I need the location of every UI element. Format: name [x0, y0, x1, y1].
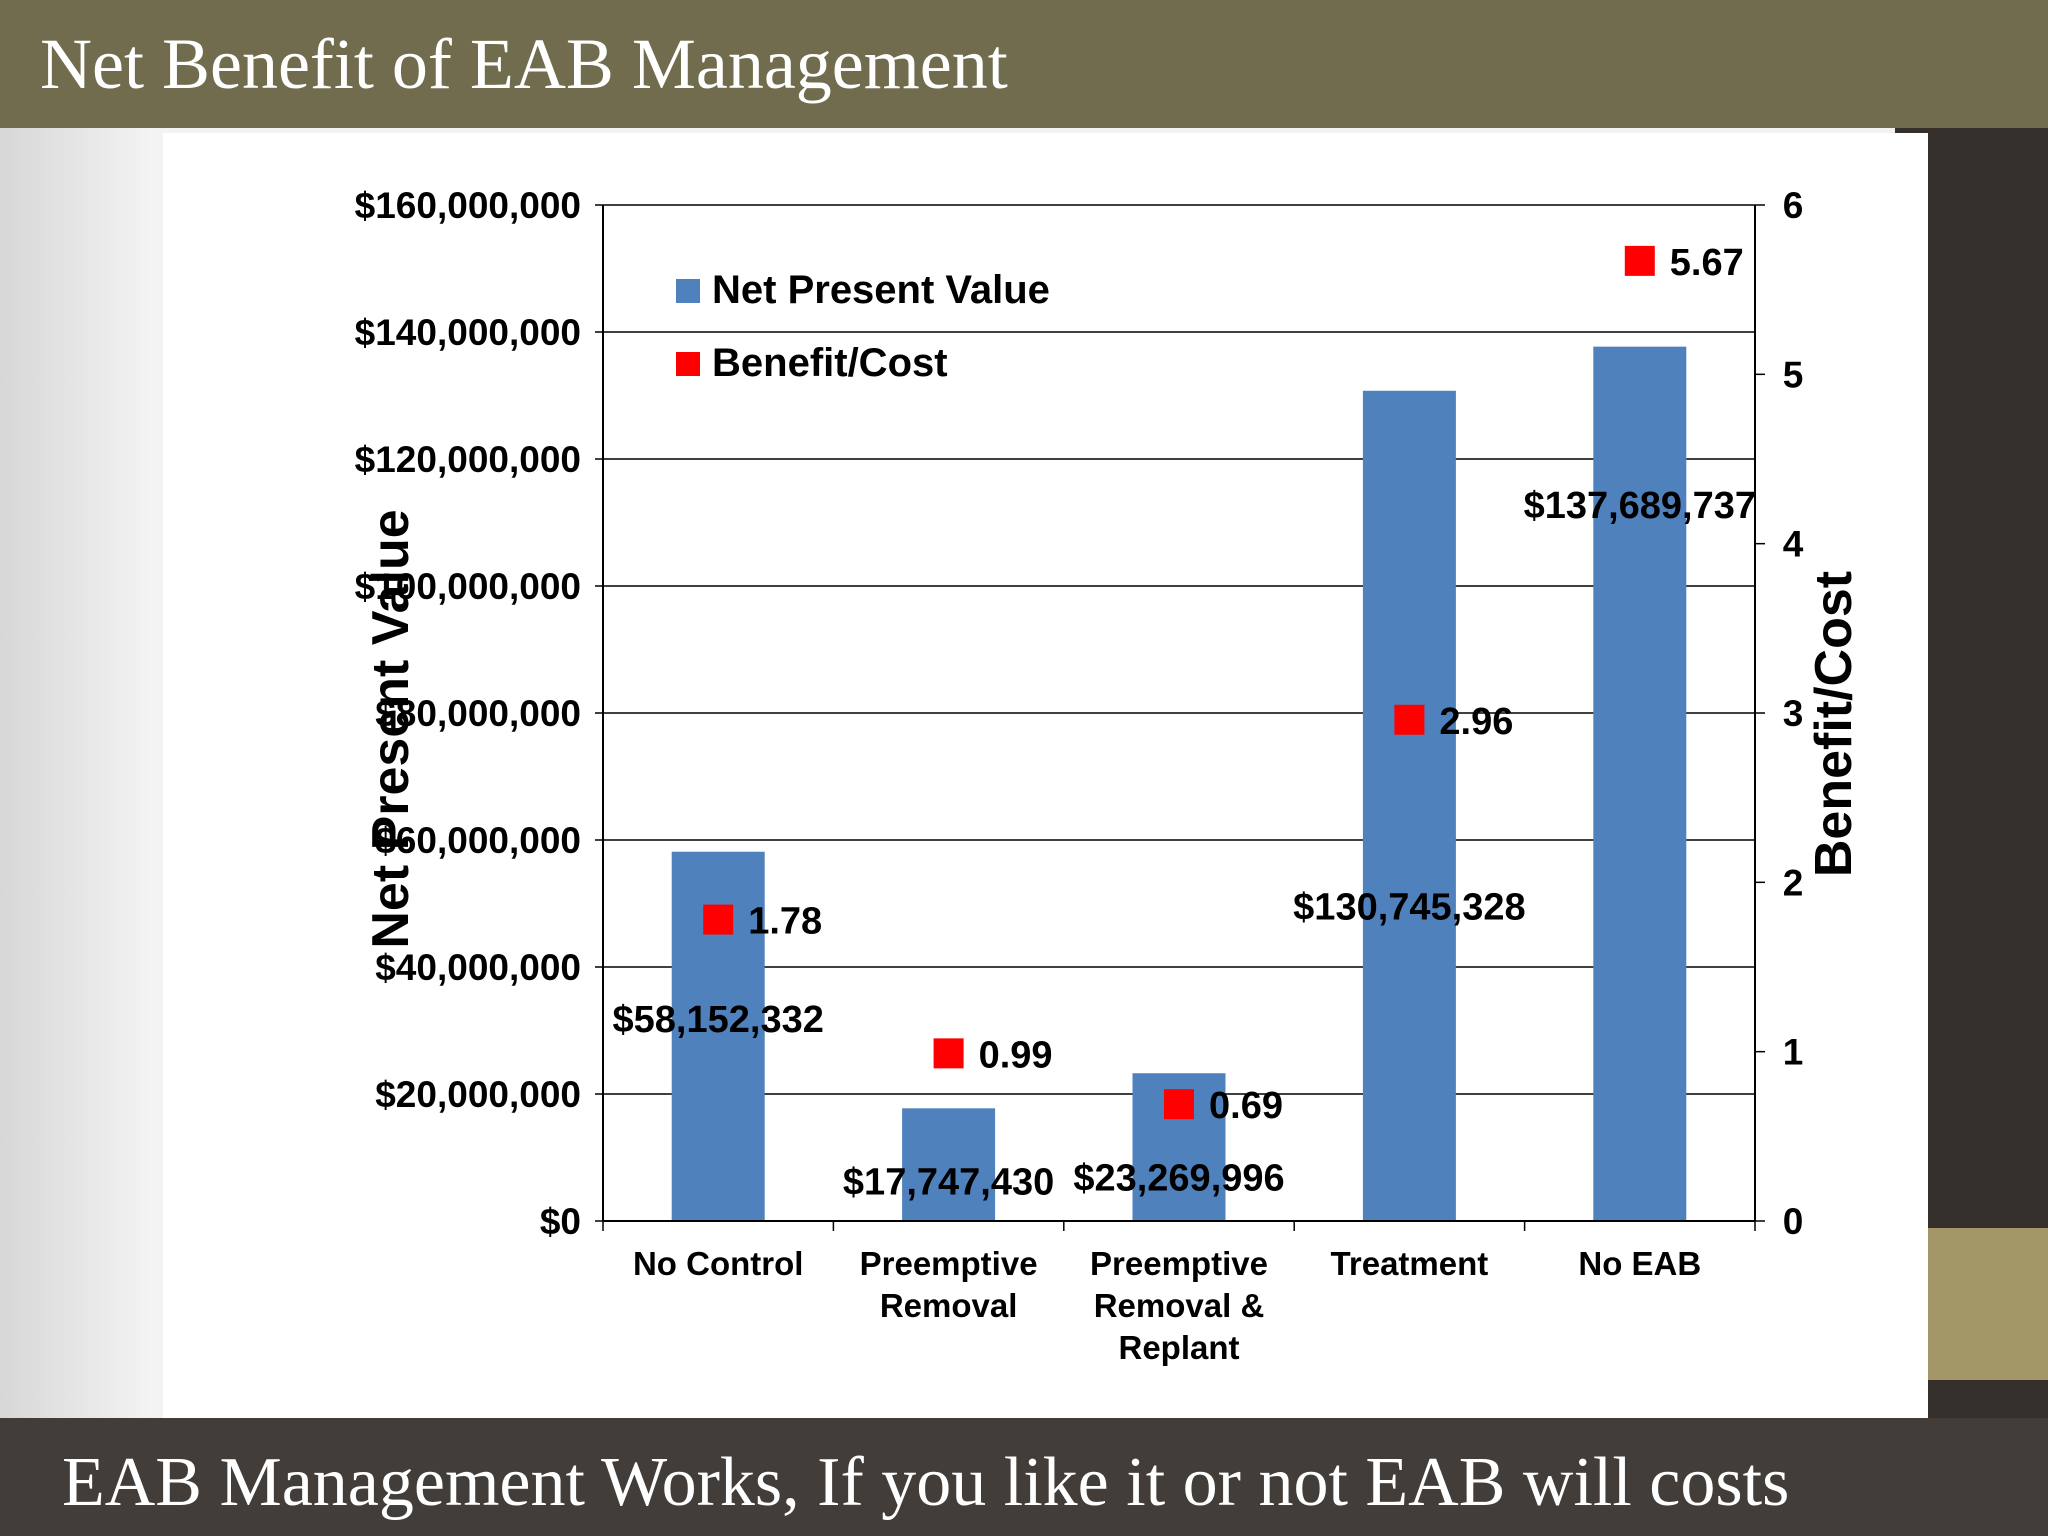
- y2-tick-label: 4: [1783, 524, 1804, 565]
- legend-label-npv: Net Present Value: [712, 268, 1050, 312]
- y-tick-label: $160,000,000: [355, 185, 581, 226]
- bc-marker: [1164, 1089, 1194, 1120]
- npv-data-label: $23,269,996: [1073, 1158, 1284, 1200]
- bc-data-label: 0.99: [979, 1034, 1053, 1076]
- legend-swatch-npv: [676, 279, 700, 303]
- slide-title: Net Benefit of EAB Management: [40, 24, 1008, 104]
- bc-marker: [1624, 245, 1655, 276]
- y-tick-label: $40,000,000: [375, 947, 581, 988]
- bc-marker: [1394, 704, 1425, 735]
- data-labels: $58,152,332 $17,747,430 $23,269,996 $130,74…: [613, 485, 1756, 1203]
- y-tick-label: $20,000,000: [375, 1074, 581, 1115]
- x-tick-label: No EAB: [1578, 1245, 1701, 1282]
- y-tick-label: $60,000,000: [375, 820, 581, 861]
- bc-data-label: 2.96: [1439, 701, 1513, 743]
- y-tick-label: $100,000,000: [355, 566, 581, 607]
- y2-tick-label: 1: [1783, 1032, 1804, 1073]
- y2-tick-label: 5: [1783, 354, 1804, 395]
- x-tick-label: Preemptive: [860, 1245, 1038, 1282]
- legend-swatch-bc: [676, 352, 700, 376]
- legend: Net Present Value Benefit/Cost: [676, 268, 1050, 385]
- y-axis-title: Net Present Value: [362, 509, 420, 948]
- gridlines: [603, 204, 1755, 1095]
- footer-bar: EAB Management Works, If you like it or …: [0, 1418, 2048, 1536]
- y-tick-label: $80,000,000: [375, 693, 581, 734]
- combo-chart: $0 $20,000,000 $40,000,000 $60,000,000 $80,0…: [355, 185, 1863, 1366]
- y2-tick-label: 6: [1783, 185, 1804, 226]
- y2-tick-label: 0: [1783, 1201, 1804, 1242]
- slide-subtitle: EAB Management Works, If you like it or …: [62, 1444, 1790, 1521]
- npv-bar: [1593, 346, 1687, 1221]
- npv-bar: [902, 1108, 996, 1221]
- bc-data-label: 5.67: [1670, 242, 1744, 284]
- x-tick-label: Replant: [1118, 1329, 1239, 1366]
- npv-data-label: $58,152,332: [613, 999, 824, 1041]
- bc-marker: [703, 904, 734, 935]
- x-tick-label: Removal &: [1094, 1287, 1265, 1324]
- npv-data-label: $137,689,737: [1524, 485, 1756, 527]
- bars: [671, 346, 1687, 1221]
- y2-axis-title: Benefit/Cost: [1805, 571, 1863, 877]
- x-tick-label: Removal: [880, 1287, 1018, 1324]
- y-tick-label: $0: [540, 1201, 581, 1242]
- y-tick-label: $140,000,000: [355, 312, 581, 353]
- axes: $0 $20,000,000 $40,000,000 $60,000,000 $80,0…: [355, 185, 1804, 1366]
- y-tick-label: $120,000,000: [355, 439, 581, 480]
- title-bar: Net Benefit of EAB Management: [0, 0, 2048, 128]
- markers: 1.78 0.99 0.69 2.96 5.67: [703, 242, 1744, 1127]
- bc-data-label: 0.69: [1209, 1085, 1283, 1127]
- x-tick-label: Treatment: [1331, 1245, 1489, 1282]
- bc-data-label: 1.78: [748, 901, 822, 943]
- bc-marker: [933, 1038, 964, 1069]
- side-decoration-olive: [1928, 1228, 2048, 1380]
- chart-panel: $0 $20,000,000 $40,000,000 $60,000,000 $80,0…: [163, 133, 1928, 1418]
- legend-label-bc: Benefit/Cost: [712, 341, 948, 385]
- x-tick-label: No Control: [633, 1245, 803, 1282]
- y2-tick-label: 3: [1783, 693, 1804, 734]
- x-tick-label: Preemptive: [1090, 1245, 1268, 1282]
- npv-data-label: $17,747,430: [843, 1161, 1054, 1203]
- npv-data-label: $130,745,328: [1293, 887, 1525, 929]
- npv-bar: [1362, 390, 1456, 1221]
- y2-tick-label: 2: [1783, 862, 1804, 903]
